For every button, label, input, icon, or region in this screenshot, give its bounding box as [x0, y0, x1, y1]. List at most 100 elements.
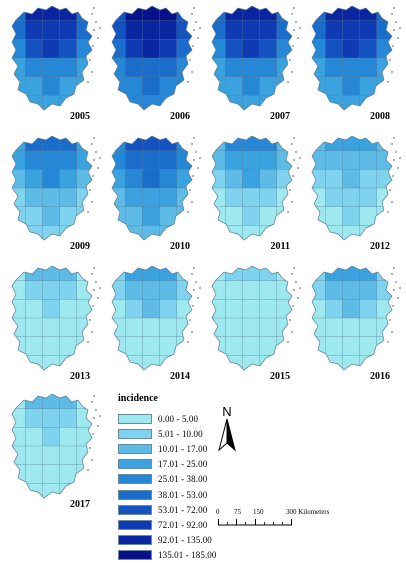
- county-region: [376, 76, 392, 97]
- county-region: [212, 20, 226, 41]
- county-region: [242, 39, 261, 59]
- county-region: [159, 76, 178, 97]
- zhejiang-map-2005: [11, 5, 101, 111]
- county-region: [225, 317, 244, 338]
- island-dot: [389, 189, 391, 191]
- island-dot: [91, 331, 93, 333]
- zhejiang-map-2009: [11, 135, 101, 241]
- island-dot: [292, 305, 294, 307]
- island-dot: [187, 341, 189, 343]
- county-region: [242, 57, 261, 78]
- county-region: [142, 6, 161, 22]
- county-region: [112, 20, 126, 41]
- county-region: [342, 150, 361, 171]
- county-region: [59, 206, 78, 227]
- zhejiang-map-2007: [211, 5, 301, 111]
- island-dot: [297, 297, 299, 299]
- county-region: [359, 299, 378, 319]
- county-region: [342, 266, 361, 282]
- island-dot: [91, 71, 93, 73]
- island-dot: [293, 7, 295, 9]
- island-dot: [391, 331, 393, 333]
- county-region: [59, 20, 78, 41]
- county-region: [176, 336, 192, 357]
- year-label-2008: 2008: [370, 111, 390, 122]
- county-region: [25, 464, 44, 485]
- county-region: [276, 6, 292, 22]
- island-dot: [87, 81, 89, 83]
- county-region: [325, 336, 344, 357]
- zhejiang-map-2016: [311, 265, 401, 371]
- county-region: [25, 187, 44, 208]
- island-dot: [397, 167, 399, 169]
- county-region: [59, 336, 78, 357]
- county-region: [359, 266, 378, 282]
- island-dot: [197, 37, 199, 39]
- county-region: [25, 169, 44, 189]
- island-dot: [89, 447, 91, 449]
- island-dot: [287, 341, 289, 343]
- legend-swatch: [118, 489, 152, 500]
- county-region: [142, 39, 161, 59]
- island-dot: [292, 45, 294, 47]
- county-region: [25, 150, 44, 171]
- north-arrow-label: N: [222, 404, 231, 419]
- zhejiang-map-2015: [211, 265, 301, 371]
- county-region: [312, 280, 326, 301]
- island-dot: [393, 267, 395, 269]
- island-dot: [192, 305, 194, 307]
- county-region: [325, 39, 344, 59]
- county-region: [312, 39, 326, 59]
- county-region: [59, 136, 78, 152]
- county-region: [59, 464, 78, 485]
- county-region: [112, 355, 126, 370]
- map-panel-2011: 2011: [204, 130, 304, 258]
- year-label-2014: 2014: [170, 371, 190, 382]
- year-label-2005: 2005: [70, 111, 90, 122]
- island-dot: [92, 175, 94, 177]
- island-dot: [392, 45, 394, 47]
- county-region: [112, 266, 126, 282]
- county-region: [376, 6, 392, 22]
- legend-label: 38.01 - 53.00: [158, 489, 208, 500]
- island-dot: [93, 267, 95, 269]
- county-region: [112, 76, 126, 97]
- scale-bar: 0 75 150 300 Kilometers: [216, 508, 378, 536]
- province-outline: [211, 135, 293, 241]
- legend-item: 17.01 - 25.00: [118, 457, 228, 472]
- county-region: [125, 20, 144, 41]
- county-region: [259, 39, 278, 59]
- county-region: [359, 206, 378, 227]
- island-dot: [295, 281, 297, 283]
- island-dot: [87, 469, 89, 471]
- legend-item: 92.01 - 135.00: [118, 533, 228, 548]
- county-region: [59, 150, 78, 171]
- county-region: [12, 6, 26, 22]
- year-label-2007: 2007: [270, 111, 290, 122]
- county-region: [259, 136, 278, 152]
- province-outline: [111, 5, 193, 111]
- county-region: [142, 336, 161, 357]
- county-region: [242, 266, 261, 282]
- island-dot: [399, 27, 401, 29]
- legend-label: 17.01 - 25.00: [158, 459, 208, 470]
- county-region: [325, 280, 344, 301]
- county-region: [259, 169, 278, 189]
- county-region: [312, 225, 326, 240]
- legend-swatch: [118, 413, 152, 424]
- legend-swatch: [118, 428, 152, 439]
- island-dot: [399, 157, 401, 159]
- island-dot: [89, 319, 91, 321]
- county-region: [376, 336, 392, 357]
- island-dot: [97, 37, 99, 39]
- county-region: [359, 39, 378, 59]
- legend-swatch: [118, 443, 152, 454]
- island-dot: [93, 395, 95, 397]
- county-region: [159, 280, 178, 301]
- county-region: [42, 6, 61, 22]
- county-region: [176, 136, 192, 152]
- county-region: [42, 20, 61, 41]
- county-region: [276, 76, 292, 97]
- province-outline: [11, 5, 93, 111]
- county-region: [212, 206, 226, 227]
